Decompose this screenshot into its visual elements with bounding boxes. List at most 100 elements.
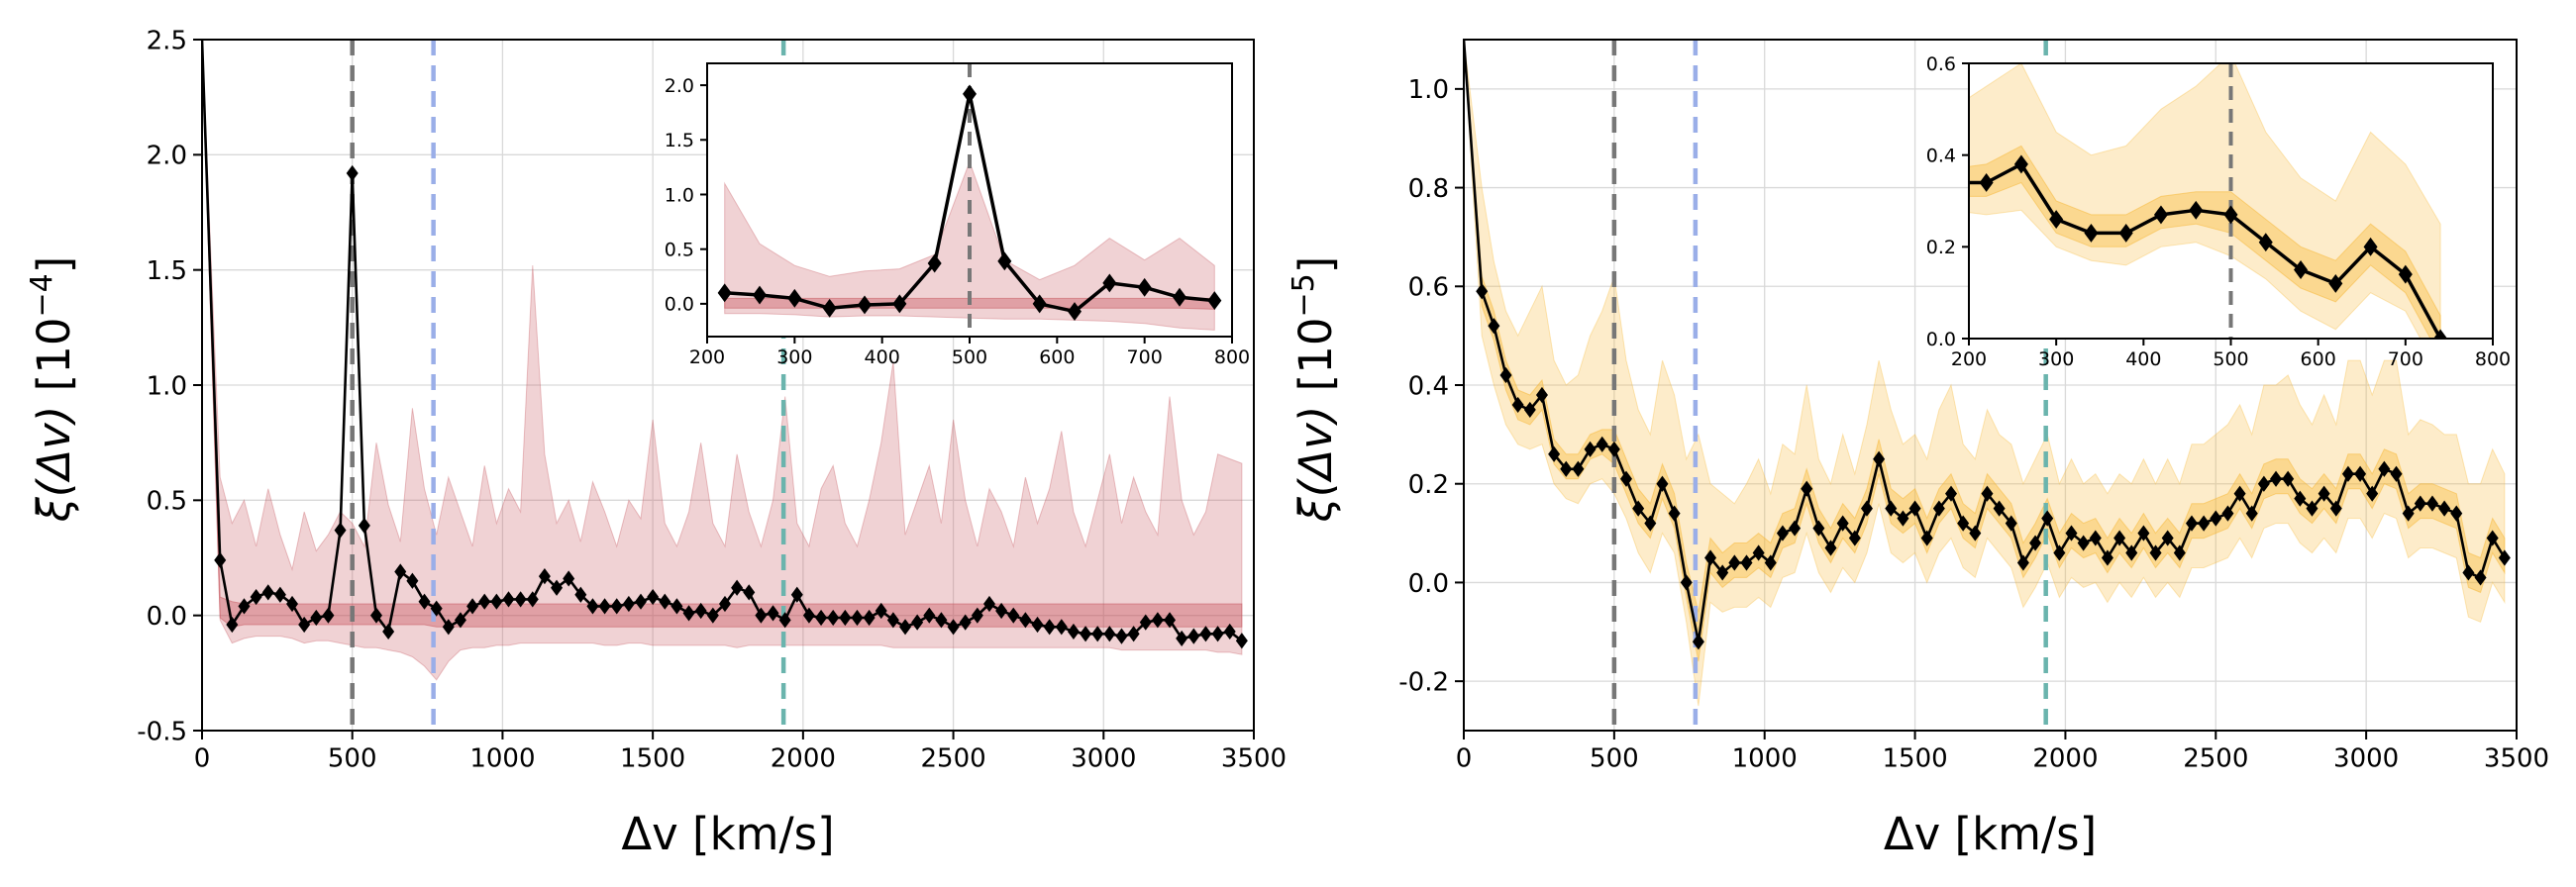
data-point [394,563,407,580]
data-point [1620,470,1633,487]
y-axis-label-symbol: ξ(Δv) [1289,391,1342,523]
data-point [490,593,503,610]
data-point [959,614,972,631]
data-point [1080,626,1092,642]
data-point [2185,515,2198,532]
data-point [2005,515,2017,532]
data-point [1235,633,1248,649]
data-point [2113,530,2126,546]
data-point [2329,500,2342,517]
inset-data-point [2398,264,2413,284]
data-point [610,598,623,615]
inset-data-point [2223,205,2238,225]
data-point [1139,614,1152,631]
left-panel: 0 500 1000 1500 2000 2500 3000 3500 -0.5 0.0 0.5 1.… [25,26,1287,860]
inset-y-tick-label: 0.6 [1926,53,1956,75]
data-point [238,598,251,615]
data-point [1488,318,1500,335]
inset-x-tick-label: 300 [2038,348,2074,370]
inset-y-tick-label: 1.0 [665,184,694,206]
data-point [1728,554,1741,571]
data-point [682,605,695,622]
data-point [1535,386,1548,404]
x-tick-label: 500 [1590,743,1639,773]
inset-data-point [2049,210,2064,229]
data-point [2366,485,2379,502]
x-axis-label: Δv [km/s] [621,808,834,860]
data-point [1789,520,1802,537]
inset-data-point [2328,273,2343,293]
inset-inner-band [1969,145,2441,339]
data-point [2294,490,2307,507]
data-point [755,607,768,624]
data-point [1043,619,1056,636]
data-point [2245,505,2258,522]
data-point [2161,530,2174,546]
inset-plot: 200 300 400 500 600 700 800 0.0 0.5 1.0 1.5 2.0 [665,62,1250,368]
x-tick-label: 2500 [2183,743,2248,773]
inset-data-point [2363,237,2378,256]
inset-data-point [1102,273,1117,293]
outer-band [1464,40,2506,707]
data-point [514,591,527,608]
data-point [1187,628,1200,644]
y-tick-label: 0.2 [1408,470,1449,500]
data-point [466,598,479,615]
data-point [659,593,671,610]
inset-data-point [892,294,907,314]
data-point [694,602,707,620]
x-tick-label: 3500 [2484,743,2549,773]
inset-data-point [2189,200,2204,220]
inset-data-point [2013,154,2028,174]
y-tick-label: 0.0 [1408,569,1449,599]
data-point [1223,623,1236,641]
data-point [1920,530,1933,546]
data-point [2041,510,2054,527]
inset-data-point [1068,302,1082,322]
y-axis-label-exponent: −5 [1287,273,1321,317]
data-point [574,586,587,603]
x-tick-label: 3000 [2333,743,2399,773]
data-point [1873,450,1886,467]
x-tick-label: 1500 [1882,743,1947,773]
data-point [586,598,599,615]
data-point [2257,475,2270,492]
data-point [1945,485,1958,502]
right-panel: 0 500 1000 1500 2000 2500 3000 3500 -0.2 0.0 0.2 0.… [1287,39,2549,860]
data-point [1680,574,1693,591]
data-point [1704,549,1717,566]
data-point [322,607,335,624]
data-point [1607,441,1620,457]
y-tick-label: 0.5 [147,487,187,517]
y-tick-label: 0.0 [147,602,187,632]
data-point [2462,564,2475,581]
inset-x-tick-label: 600 [2301,348,2336,370]
data-point [1801,480,1813,497]
data-point [2221,505,2234,522]
data-point [1164,612,1177,629]
data-point [1993,500,2006,517]
data-point [2486,530,2499,546]
data-point [971,607,983,624]
inset-x-tick-label: 700 [2388,348,2423,370]
x-tick-label: 1000 [469,743,535,773]
inset-data-point [753,285,767,305]
data-point [2101,549,2113,566]
x-tick-label: 0 [194,743,211,773]
data-point [911,614,924,631]
data-point [1127,626,1140,642]
data-point [875,602,887,620]
data-point [2029,535,2042,551]
data-point [502,591,515,608]
data-point [1572,460,1585,477]
data-point [1091,626,1104,642]
data-point [839,609,852,627]
data-point [1836,515,1849,532]
data-point [334,522,347,539]
x-tick-label: 2000 [2032,743,2098,773]
inset-outer-band [1969,63,2441,339]
inset-y-tick-label: 0.0 [665,294,694,316]
data-point [526,591,539,608]
inset-x-tick-label: 500 [2213,348,2248,370]
data-point [1055,619,1068,636]
